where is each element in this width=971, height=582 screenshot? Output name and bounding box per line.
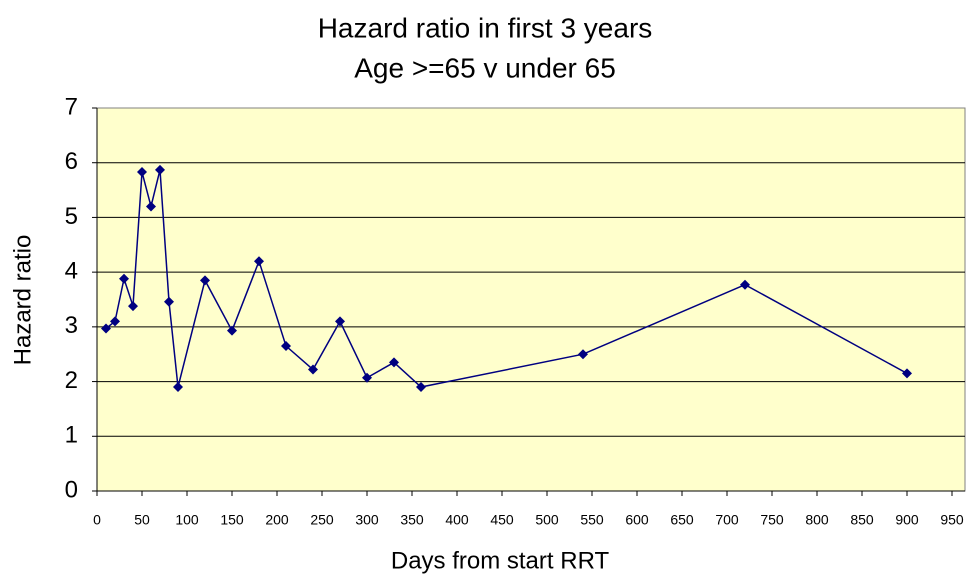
x-tick-label: 800 xyxy=(805,512,829,528)
data-point xyxy=(110,316,120,327)
data-point xyxy=(335,316,345,327)
data-point xyxy=(740,279,750,290)
x-tick-label: 0 xyxy=(93,512,101,528)
x-tick-label: 950 xyxy=(940,512,964,528)
x-tick-label: 150 xyxy=(220,512,244,528)
x-tick-label: 250 xyxy=(310,512,334,528)
data-point xyxy=(227,325,237,336)
x-axis-label: Days from start RRT xyxy=(391,547,610,574)
x-tick-label: 500 xyxy=(535,512,559,528)
y-tick-label: 0 xyxy=(65,476,78,503)
data-point xyxy=(119,273,129,284)
data-point xyxy=(389,357,399,368)
x-tick-label: 750 xyxy=(760,512,784,528)
y-tick-label: 4 xyxy=(65,257,78,284)
y-axis-label: Hazard ratio xyxy=(9,235,36,366)
x-tick-label: 850 xyxy=(850,512,874,528)
y-tick-label: 6 xyxy=(65,148,78,175)
data-point xyxy=(173,382,183,393)
data-point xyxy=(254,256,264,267)
x-tick-label: 550 xyxy=(580,512,604,528)
x-tick-label: 700 xyxy=(715,512,739,528)
data-point xyxy=(200,275,210,286)
data-point xyxy=(101,323,111,334)
x-tick-label: 900 xyxy=(895,512,919,528)
x-tick-label: 350 xyxy=(400,512,424,528)
y-tick-label: 3 xyxy=(65,312,78,339)
data-point xyxy=(308,364,318,375)
y-tick-label: 1 xyxy=(65,422,78,449)
plot-area xyxy=(96,107,966,492)
y-tick-label: 2 xyxy=(65,367,78,394)
data-point xyxy=(155,164,165,175)
x-tick-label: 100 xyxy=(175,512,199,528)
chart-subtitle: Age >=65 v under 65 xyxy=(354,52,616,83)
data-point xyxy=(128,301,138,312)
x-tick-label: 200 xyxy=(265,512,289,528)
x-tick-label: 300 xyxy=(355,512,379,528)
data-point xyxy=(578,349,588,360)
data-point xyxy=(362,372,372,383)
data-point xyxy=(416,382,426,393)
data-point xyxy=(164,296,174,307)
y-tick-label: 7 xyxy=(65,93,78,120)
y-tick-label: 5 xyxy=(65,203,78,230)
x-tick-label: 450 xyxy=(490,512,514,528)
x-tick-label: 650 xyxy=(670,512,694,528)
data-point xyxy=(146,201,156,212)
chart-title: Hazard ratio in first 3 years xyxy=(318,12,653,43)
data-point xyxy=(137,167,147,178)
data-point xyxy=(902,368,912,379)
x-tick-label: 600 xyxy=(625,512,649,528)
x-tick-label: 50 xyxy=(134,512,150,528)
x-tick-label: 400 xyxy=(445,512,469,528)
data-point xyxy=(281,341,291,352)
